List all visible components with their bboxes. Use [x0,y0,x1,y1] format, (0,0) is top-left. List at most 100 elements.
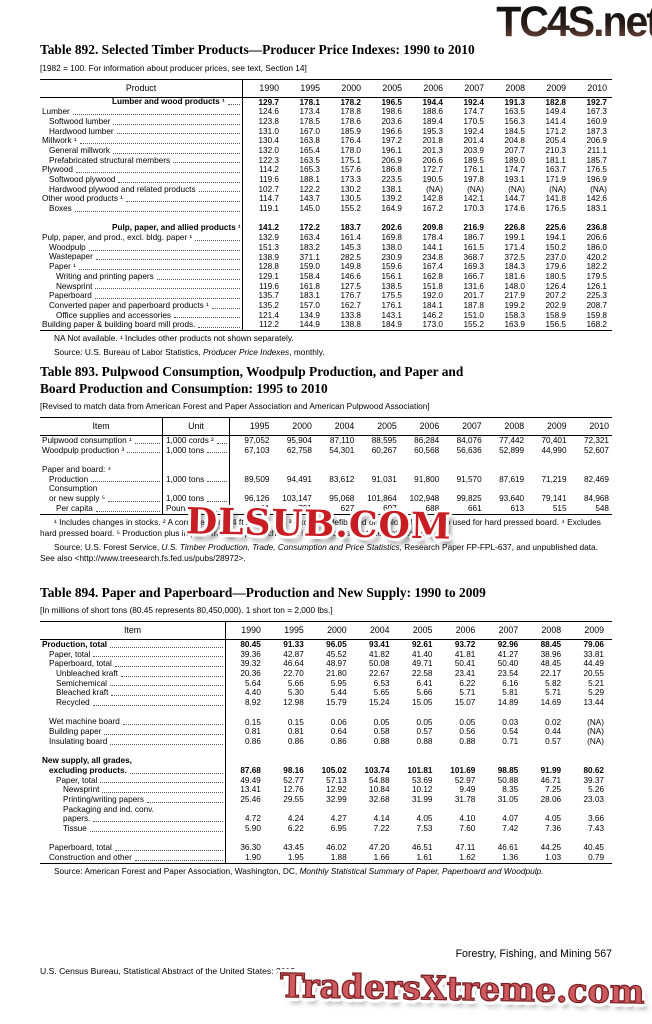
year-value-cell: 105.02 [321,765,347,775]
year-value-cell: 56,636 [456,445,482,455]
spacer-row [40,213,612,224]
source-title-italic: Producer Price Indexes [202,346,290,357]
dot-leader [134,859,223,861]
year-value-cell: 52.97 [454,775,476,785]
dot-leader [207,481,227,483]
row-label-cell: Printing/writing papers [40,795,226,805]
year-value-cell: 151.8 [422,281,444,291]
year-value-cell: 179.5 [586,271,608,281]
row-unit: 1,000 tons [166,494,205,504]
year-value-cell: 201.8 [422,136,444,146]
year-value-cell: 176.4 [340,136,362,146]
row-label: Tissue [63,824,87,834]
year-value-cell: 1.62 [459,853,476,863]
year-value-cell [230,465,272,475]
table-893-title-line2: Board Production and Consumption: 1995 t… [40,380,328,396]
row-label-cell: Newsprint [40,281,243,292]
table-row: Office supplies and accessories 121.4 134.… [40,310,612,321]
year-value-cell: 223.5 [381,175,403,184]
year-value-cell: 22.70 [283,669,304,679]
year-value-cell: 22.17 [540,669,562,679]
table-row: Writing and printing papers 129.1 158.4 146… [40,271,612,282]
row-label-cell: Paper and board: ⁴ [40,465,163,475]
row-label-cell: excluding products. [40,765,226,776]
year-value-cell: 201.4 [463,136,485,146]
year-value-cell: 368.7 [463,252,485,262]
year-value-cell: 199.1 [504,233,526,243]
year-value-cell: 52,607 [583,445,609,455]
row-unit-cell: 1,000 tons [163,494,230,504]
year-value-cell: 731 [298,503,312,513]
row-label-cell: Building paper [40,727,226,737]
year-value-cell: 193.1 [504,175,526,184]
spacer-row [40,746,612,757]
row-unit-cell: 1,000 tons [163,474,230,485]
dot-leader [72,113,240,115]
row-label: Office supplies and accessories [56,310,171,320]
table-row: Tissue 5.90 6.22 6.95 7.22 7.53 7.60 7.42 7.36 7.… [40,824,612,834]
year-value-cell [312,756,355,766]
dot-leader [108,500,160,502]
year-value-cell: 0.54 [502,727,519,737]
year-value-cell: 1.95 [287,853,304,863]
year-value-cell: 185.7 [586,155,608,165]
year-value-cell: 87,619 [499,474,525,484]
year-value-cell: 0.86 [287,736,304,746]
year-value-cell: 225.3 [586,291,608,301]
year-value-cell: 8.35 [502,785,519,795]
year-value-cell: 176.1 [463,165,485,175]
year-column-header: 2000 [292,421,312,431]
year-value-cell: 103.74 [364,765,390,775]
year-value-cell: 189.5 [463,155,485,165]
dot-leader [100,782,223,784]
table-892-section: Table 892. Selected Timber Products—Prod… [40,42,612,358]
year-value-cell [526,708,569,718]
row-label-cell: Woodpulp [40,242,243,253]
year-value-cell: 133.8 [340,310,362,320]
row-label-cell: Bleached kraft [40,688,226,699]
year-value-cell: 129.1 [258,271,280,281]
year-value-cell: 167.3 [586,107,608,117]
year-value-cell: 206.6 [586,233,608,243]
year-value-cell [440,747,483,757]
year-value-cell: 119.1 [259,204,279,214]
year-value-cell: 39.32 [240,659,261,669]
source-title-italic: U.S. Timber Production, Trade, Consumpti… [161,541,402,552]
table-row: Softwood lumber 123.8 178.5 178.6 203.6 189.4… [40,116,612,127]
year-value-cell [312,805,355,815]
year-value-cell: 5.44 [330,688,347,698]
table-892-note: [1982 = 100. For information about produ… [40,62,307,73]
year-value-cell: 173.0 [422,320,444,330]
year-value-cell: 86,284 [414,436,440,445]
year-value-cell [355,747,398,757]
year-value-cell [269,756,312,766]
year-value-cell [526,756,569,766]
year-value-cell: 209.8 [422,223,444,233]
dot-leader [112,152,240,154]
dot-leader [207,500,227,502]
year-value-cell: 49.49 [240,775,261,785]
table-row: Millwork ¹ 130.4 163.8 176.4 197.2 201.8 201.4… [40,136,612,146]
year-value-cell: 138.1 [381,184,403,194]
year-value-cell: 207.7 [504,145,526,155]
table-row: Recycled 8.92 12.98 15.79 15.24 15.05 15.07 14.… [40,698,612,708]
dot-leader [198,191,240,193]
year-value-cell: 206.6 [422,155,444,165]
dot-leader [110,743,223,745]
year-value-cell: 53.69 [411,775,433,785]
year-value-cell: 92.61 [411,640,433,649]
year-value-cell: 159.8 [586,310,608,320]
label-column-header: Item [40,622,226,639]
row-label-cell: Boxes [40,204,243,214]
row-unit: 1,000 tons [166,474,205,484]
source-text: Source: American Forest and Paper Associ… [54,865,300,876]
row-label-cell [40,707,226,718]
year-value-cell: 148.0 [504,281,526,291]
table-row: Pulpwood consumption ¹ 1,000 cords ² 97,05… [40,436,612,446]
row-label-cell: Hardwood lumber [40,126,243,137]
table-893-footnotes: DLSUB.COM ¹ Includes changes in stocks. … [40,500,612,565]
year-value-cell [440,805,483,815]
row-label-cell: Paper, total [40,649,226,660]
row-label: Pulp, paper, and prod., excl. bldg. pape… [42,233,193,243]
year-value-cell: 157.6 [340,165,362,175]
